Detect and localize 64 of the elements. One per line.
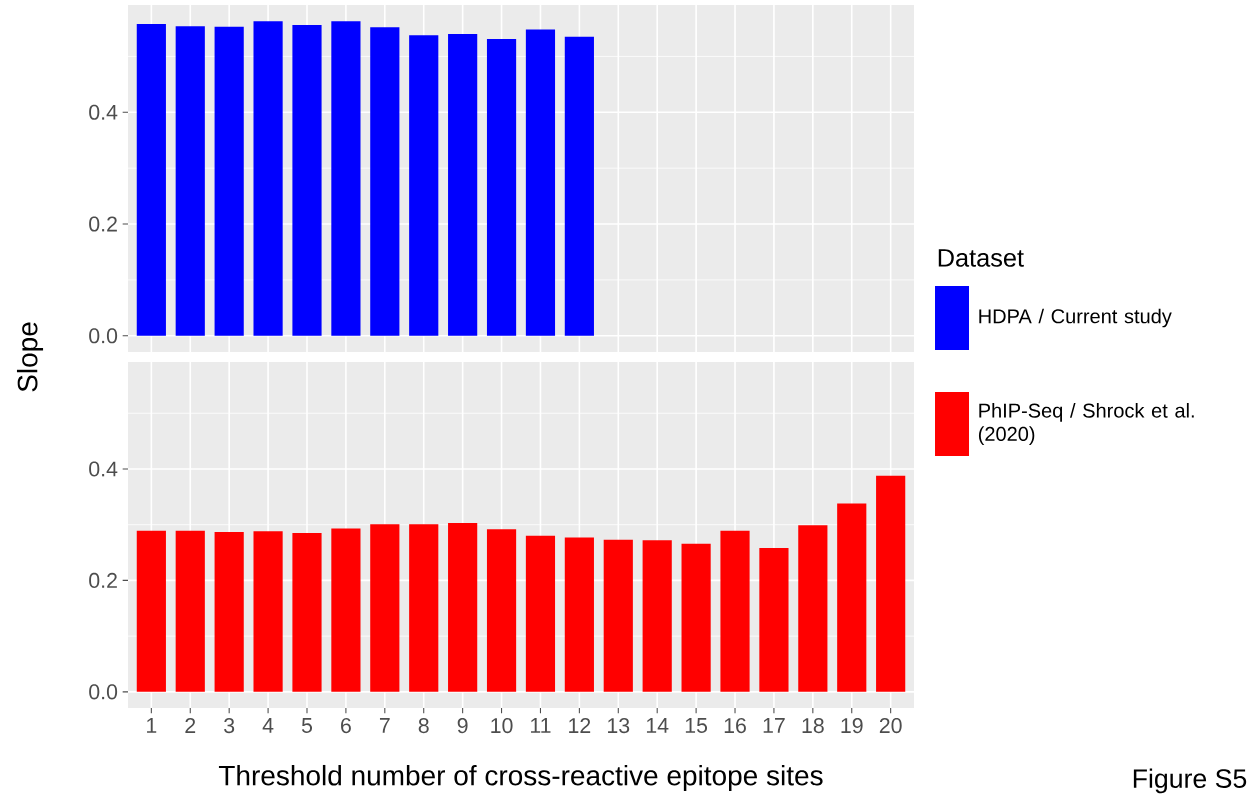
bar bbox=[525, 29, 556, 336]
bar bbox=[136, 23, 166, 336]
x-tick-label: 20 bbox=[879, 718, 902, 734]
x-tick-label: 5 bbox=[301, 718, 313, 733]
bar bbox=[136, 530, 166, 692]
bar bbox=[681, 543, 711, 692]
x-tick-label: 4 bbox=[262, 718, 274, 733]
y-tick-label: 0.2 bbox=[89, 572, 117, 588]
x-tick-label: 13 bbox=[608, 718, 630, 734]
bar bbox=[331, 528, 361, 692]
y-tick-label: 0.4 bbox=[89, 461, 118, 477]
bar bbox=[409, 35, 439, 336]
x-tick-label: 8 bbox=[418, 718, 429, 734]
x-tick-label: 3 bbox=[224, 718, 235, 734]
x-tick-label: 18 bbox=[802, 718, 824, 734]
bar bbox=[331, 21, 361, 336]
bar bbox=[253, 531, 283, 692]
x-tick-label: 2 bbox=[185, 718, 196, 733]
x-tick-label: 6 bbox=[341, 718, 351, 734]
y-tick-label: 0.4 bbox=[89, 104, 118, 120]
x-tick-label: 17 bbox=[763, 718, 785, 733]
caption: Figure S5 bbox=[1133, 768, 1247, 794]
bar bbox=[409, 524, 439, 692]
x-tick-label: 14 bbox=[646, 718, 669, 733]
bar bbox=[564, 36, 594, 336]
bar bbox=[720, 530, 750, 692]
x-tick-label: 19 bbox=[841, 718, 863, 734]
legend-title: Dataset bbox=[938, 249, 1024, 267]
bar bbox=[603, 539, 633, 692]
text: HDPA / Current study bbox=[979, 308, 1172, 328]
bar bbox=[448, 34, 478, 336]
x-tick-label: 1 bbox=[147, 718, 157, 733]
x-tick-label: 9 bbox=[457, 718, 468, 734]
bar bbox=[837, 503, 867, 692]
bar bbox=[798, 525, 828, 692]
bar bbox=[214, 531, 244, 692]
x-tick-label: 16 bbox=[724, 718, 746, 734]
bar bbox=[292, 533, 322, 692]
bar bbox=[448, 523, 478, 692]
y-tick-label: 0.0 bbox=[89, 328, 118, 344]
x-tick-label: 15 bbox=[685, 718, 708, 733]
x-tick-label: 12 bbox=[569, 718, 591, 733]
bar bbox=[370, 27, 400, 336]
x-tick-label: 11 bbox=[531, 718, 551, 733]
bar bbox=[214, 26, 244, 336]
y-tick-label: 0.0 bbox=[89, 684, 118, 700]
x-tick-label: 7 bbox=[379, 718, 390, 733]
y-axis-title: Slope bbox=[16, 322, 44, 392]
bar bbox=[564, 537, 594, 692]
bar bbox=[759, 548, 789, 692]
bar bbox=[876, 475, 906, 692]
bar bbox=[370, 524, 400, 692]
bar bbox=[175, 26, 205, 336]
bar bbox=[486, 529, 517, 692]
x-axis-title: Threshold number of cross-reactive epitope sites bbox=[218, 764, 823, 792]
x-tick-label: 10 bbox=[491, 718, 513, 734]
bar bbox=[175, 530, 205, 692]
bar bbox=[525, 535, 556, 692]
y-tick-label: 0.2 bbox=[89, 216, 117, 232]
bar bbox=[486, 39, 517, 336]
bar bbox=[292, 25, 322, 336]
bar bbox=[642, 540, 672, 692]
text: PhIP-Seq / Shrock et al. (2020) bbox=[978, 403, 1194, 445]
bar bbox=[253, 21, 283, 336]
